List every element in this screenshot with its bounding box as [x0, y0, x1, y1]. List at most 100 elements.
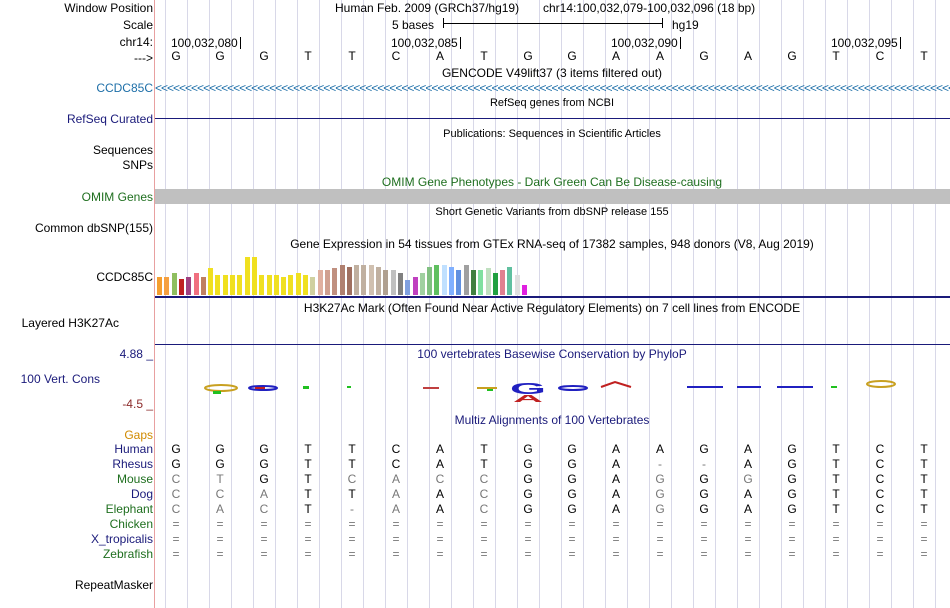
- gtex-tissue-bar[interactable]: [157, 277, 162, 295]
- species-label[interactable]: Mouse: [116, 472, 153, 486]
- gtex-tissue-bar[interactable]: [434, 265, 440, 295]
- gtex-tissue-bar[interactable]: [200, 277, 206, 295]
- label-snps[interactable]: SNPs: [122, 158, 153, 172]
- gtex-tissue-bar[interactable]: [317, 270, 323, 295]
- label-gene-ccdc85c[interactable]: CCDC85C: [96, 81, 153, 95]
- species-label[interactable]: Elephant: [105, 502, 153, 516]
- track-title-omim[interactable]: OMIM Gene Phenotypes - Dark Green Can Be…: [381, 175, 723, 189]
- phylop-logo-track[interactable]: G A: [155, 378, 950, 404]
- gtex-tissue-bar[interactable]: [376, 267, 381, 295]
- alignment-base: T: [480, 442, 488, 456]
- alignment-base: =: [700, 547, 708, 561]
- gtex-tissue-bar[interactable]: [354, 265, 360, 295]
- gtex-tissue-bar[interactable]: [273, 275, 279, 295]
- gtex-tissue-bar[interactable]: [164, 277, 170, 295]
- gtex-tissue-bar[interactable]: [390, 270, 396, 295]
- label-gaps[interactable]: Gaps: [124, 428, 153, 442]
- track-title-h3k27ac[interactable]: H3K27Ac Mark (Often Found Near Active Re…: [303, 301, 801, 315]
- gtex-tissue-bar[interactable]: [522, 285, 527, 295]
- gtex-tissue-bar[interactable]: [310, 277, 316, 295]
- gtex-tissue-bar[interactable]: [456, 270, 462, 295]
- gtex-tissue-bar[interactable]: [470, 270, 476, 295]
- gtex-tissue-bar[interactable]: [397, 273, 403, 295]
- track-title-dbsnp[interactable]: Short Genetic Variants from dbSNP releas…: [435, 206, 669, 218]
- gtex-tissue-bar[interactable]: [222, 275, 228, 295]
- gtex-tissue-bar[interactable]: [281, 277, 287, 295]
- gtex-tissue-bar[interactable]: [361, 265, 367, 295]
- gtex-tissue-bar[interactable]: [251, 257, 257, 295]
- gtex-tissue-bar[interactable]: [346, 267, 352, 295]
- label-window-position[interactable]: Window Position: [64, 1, 153, 15]
- label-refseq-curated[interactable]: RefSeq Curated: [66, 112, 153, 126]
- label-gtex-gene[interactable]: CCDC85C: [96, 270, 153, 284]
- logo-mark-10: [558, 385, 588, 391]
- gtex-bar-chart[interactable]: [155, 251, 535, 295]
- gtex-tissue-bar[interactable]: [463, 265, 469, 295]
- alignment-base: G: [523, 487, 533, 501]
- gtex-tissue-bar[interactable]: [178, 279, 184, 295]
- gtex-tissue-bar[interactable]: [186, 277, 192, 295]
- gtex-tissue-bar[interactable]: [339, 265, 345, 295]
- alignment-base: -: [658, 457, 662, 471]
- species-label[interactable]: Zebrafish: [102, 547, 153, 561]
- gtex-tissue-bar[interactable]: [427, 267, 433, 295]
- alignment-base: =: [568, 532, 576, 546]
- gtex-tissue-bar[interactable]: [514, 275, 520, 295]
- label-omim-genes[interactable]: OMIM Genes: [81, 190, 153, 204]
- grid-line: [341, 0, 342, 608]
- label-layered-h3k27ac[interactable]: Layered H3K27Ac: [21, 316, 119, 330]
- gtex-tissue-bar[interactable]: [230, 275, 235, 295]
- gtex-tissue-bar[interactable]: [171, 273, 177, 295]
- gene-model-ccdc85c[interactable]: <<<<<<<<<<<<<<<<<<<<<<<<<<<<<<<<<<<<<<<<…: [155, 81, 950, 95]
- gtex-tissue-bar[interactable]: [478, 270, 484, 295]
- gtex-tissue-bar[interactable]: [449, 267, 454, 295]
- ruler-tick-3: 100,032,090: [611, 36, 681, 50]
- gtex-tissue-bar[interactable]: [288, 275, 294, 295]
- species-label[interactable]: Rhesus: [112, 457, 153, 471]
- gtex-tissue-bar[interactable]: [332, 268, 338, 295]
- track-title-gtex[interactable]: Gene Expression in 54 tissues from GTEx …: [290, 237, 814, 251]
- alignment-base: G: [699, 502, 709, 516]
- gtex-tissue-bar[interactable]: [500, 270, 506, 295]
- gtex-tissue-bar[interactable]: [412, 277, 418, 295]
- track-title-publications[interactable]: Publications: Sequences in Scientific Ar…: [443, 128, 661, 140]
- gtex-tissue-bar[interactable]: [193, 273, 199, 295]
- label-scale[interactable]: Scale: [122, 18, 153, 32]
- gtex-tissue-bar[interactable]: [419, 273, 425, 295]
- label-chrom[interactable]: chr14:: [119, 35, 153, 49]
- gtex-tissue-bar[interactable]: [485, 268, 491, 295]
- gtex-tissue-bar[interactable]: [383, 270, 389, 295]
- gtex-tissue-bar[interactable]: [441, 265, 447, 295]
- gtex-tissue-bar[interactable]: [405, 280, 411, 295]
- gtex-tissue-bar[interactable]: [368, 265, 374, 295]
- gtex-tissue-bar[interactable]: [324, 270, 330, 295]
- gtex-tissue-bar[interactable]: [215, 275, 221, 295]
- gtex-tissue-bar[interactable]: [244, 257, 250, 295]
- gtex-tissue-bar[interactable]: [507, 267, 513, 295]
- gtex-tissue-bar[interactable]: [259, 275, 265, 295]
- species-label[interactable]: X_tropicalis: [90, 532, 153, 546]
- gtex-tissue-bar[interactable]: [295, 273, 301, 295]
- omim-gene-bar[interactable]: [155, 189, 950, 204]
- track-title-refseq[interactable]: RefSeq genes from NCBI: [489, 97, 615, 109]
- label-repeatmasker[interactable]: RepeatMasker: [74, 578, 153, 592]
- logo-mark-14: [777, 386, 813, 388]
- alignment-base: =: [392, 517, 400, 531]
- species-label[interactable]: Chicken: [109, 517, 153, 531]
- track-title-phylop[interactable]: 100 vertebrates Basewise Conservation by…: [417, 347, 687, 361]
- refseq-gene-line[interactable]: [155, 118, 950, 119]
- alignment-base: T: [348, 487, 356, 501]
- track-title-multiz[interactable]: Multiz Alignments of 100 Vertebrates: [454, 413, 650, 427]
- species-label[interactable]: Human: [114, 442, 153, 456]
- label-cons-max: 4.88 _: [119, 347, 153, 361]
- label-common-dbsnp[interactable]: Common dbSNP(155): [34, 221, 153, 235]
- gtex-tissue-bar[interactable]: [492, 273, 498, 295]
- label-sequences[interactable]: Sequences: [92, 143, 153, 157]
- species-label[interactable]: Dog: [130, 487, 153, 501]
- label-100-vert-cons[interactable]: 100 Vert. Cons: [20, 372, 100, 386]
- gtex-tissue-bar[interactable]: [237, 275, 243, 295]
- gtex-tissue-bar[interactable]: [208, 268, 214, 295]
- gtex-tissue-bar[interactable]: [303, 275, 308, 295]
- track-title-gencode[interactable]: GENCODE V49lift37 (3 items filtered out): [441, 66, 663, 80]
- gtex-tissue-bar[interactable]: [266, 275, 272, 295]
